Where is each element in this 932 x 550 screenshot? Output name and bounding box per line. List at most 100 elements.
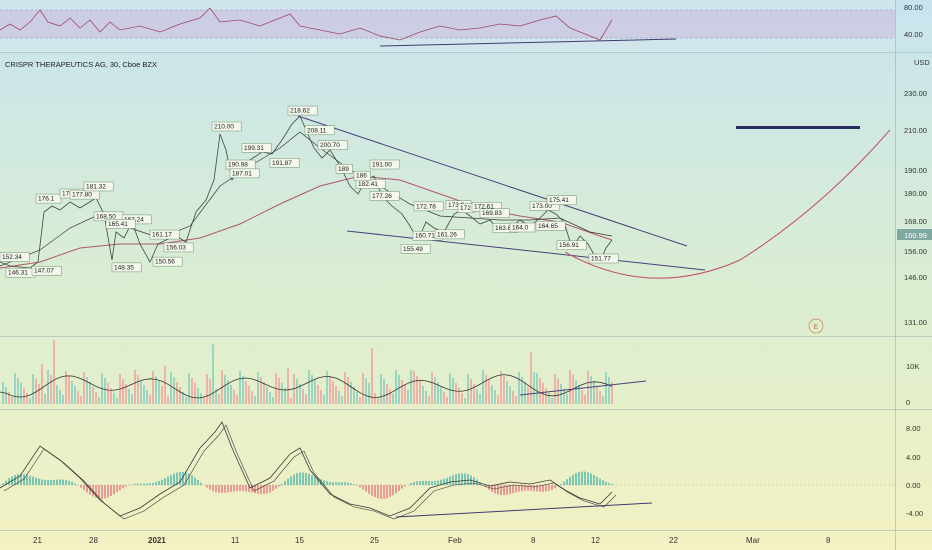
macd-bar	[119, 485, 121, 491]
price-label-text: 187.01	[232, 170, 252, 177]
volume-bar	[8, 392, 10, 404]
macd-bar	[104, 485, 106, 499]
volume-bar	[602, 396, 604, 404]
macd-bar	[386, 485, 388, 499]
macd-bar	[2, 483, 4, 485]
rsi-pane[interactable]	[0, 0, 895, 52]
macd-bar	[122, 485, 124, 489]
volume-bar	[479, 394, 481, 404]
volume-bar	[260, 377, 262, 404]
volume-bars	[2, 340, 613, 404]
macd-trendline[interactable]	[395, 502, 653, 518]
macd-bar	[113, 485, 115, 495]
macd-bar	[254, 485, 256, 494]
price-label: 200.70	[317, 140, 348, 150]
price-label-text: 208.11	[307, 127, 327, 134]
macd-axis[interactable]: 8.00 4.00 0.00 -4.00	[906, 424, 923, 518]
volume-bar	[62, 395, 64, 404]
last-price-badge[interactable]	[897, 229, 932, 240]
macd-bar	[167, 476, 169, 485]
volume-bar	[266, 387, 268, 404]
volume-bar	[404, 385, 406, 404]
price-label: 169.83	[479, 208, 510, 218]
time-axis-label: 21	[33, 536, 42, 545]
price-label: 172.78	[413, 201, 444, 212]
macd-pane[interactable]	[0, 421, 895, 520]
volume-axis[interactable]: 10K 0	[906, 362, 919, 407]
volume-bar	[308, 370, 310, 404]
macd-bar	[608, 483, 610, 485]
macd-bar	[497, 485, 499, 495]
volume-bar	[356, 392, 358, 404]
support-trendline[interactable]	[346, 230, 706, 271]
volume-bar	[353, 387, 355, 404]
earnings-icon[interactable]	[808, 318, 824, 334]
volume-bar	[230, 385, 232, 404]
volume-bar	[476, 389, 478, 404]
macd-bar	[320, 479, 322, 485]
projection-arc[interactable]	[564, 129, 891, 279]
volume-bar	[245, 381, 247, 404]
volume-bar	[545, 388, 547, 404]
macd-bar	[275, 485, 277, 489]
macd-bar	[401, 485, 403, 489]
resistance-trendline[interactable]	[297, 115, 688, 247]
symbol-title[interactable]: CRISPR THERAPEUTICS AG, 30, Cboe BZX	[5, 60, 157, 69]
macd-bar	[260, 485, 262, 495]
volume-bar	[599, 391, 601, 404]
volume-bar	[269, 392, 271, 404]
volume-bar	[89, 382, 91, 404]
price-label: 151.77	[588, 253, 619, 264]
rsi-trendline[interactable]	[379, 38, 677, 47]
price-label-text: 147.07	[34, 268, 54, 275]
macd-bar	[311, 474, 313, 485]
macd-bar	[437, 480, 439, 485]
macd-bar	[299, 472, 301, 485]
macd-bar	[185, 472, 187, 485]
macd-bar	[512, 485, 514, 494]
macd-bar	[506, 485, 508, 495]
volume-bar	[212, 344, 214, 404]
macd-bar	[281, 483, 283, 485]
price-label: 210.00	[211, 121, 242, 132]
time-axis-label: 11	[231, 536, 240, 545]
volume-bar	[410, 370, 412, 404]
price-axis-label: 131.00	[904, 318, 927, 327]
target-level-bar[interactable]	[736, 126, 860, 129]
price-label-text: 150.56	[155, 259, 175, 266]
volume-bar	[56, 385, 58, 404]
macd-bar	[5, 480, 7, 485]
macd-bar	[494, 485, 496, 494]
volume-bar	[188, 373, 190, 404]
volume-bar	[332, 381, 334, 404]
volume-bar	[32, 374, 34, 404]
macd-bar	[149, 483, 151, 485]
price-label: 191.87	[269, 158, 300, 168]
volume-pane[interactable]	[0, 340, 647, 404]
macd-bar	[383, 485, 385, 499]
macd-bar	[389, 485, 391, 497]
volume-bar	[350, 382, 352, 404]
volume-bar	[491, 385, 493, 404]
volume-bar	[143, 385, 145, 404]
rsi-axis[interactable]: 80.00 40.00	[904, 3, 923, 39]
macd-bar	[197, 480, 199, 485]
price-pane[interactable]: 152.34146.31147.07176.1178.27177.80181.3…	[0, 105, 891, 334]
earnings-marker: E	[814, 324, 819, 331]
price-label: 156.91	[556, 240, 587, 250]
price-label: 176.1	[35, 193, 62, 204]
volume-bar	[257, 372, 259, 404]
volume-axis-label: 10K	[906, 362, 919, 371]
macd-bar	[431, 481, 433, 485]
volume-bar	[242, 376, 244, 404]
time-axis[interactable]: 21 28 2021 11 15 25 Feb 8 12 22 Mar 8	[33, 536, 831, 545]
price-label: 186	[353, 170, 371, 181]
price-label-text: 151.77	[591, 255, 611, 262]
macd-bar	[323, 480, 325, 485]
volume-trendline[interactable]	[519, 380, 647, 396]
price-axis[interactable]: USD 230.00 210.00 190.00 180.00 168.00 1…	[897, 58, 932, 327]
price-label: 175.41	[546, 195, 577, 205]
macd-bar	[140, 483, 142, 485]
price-label-text: 156.03	[166, 244, 186, 251]
